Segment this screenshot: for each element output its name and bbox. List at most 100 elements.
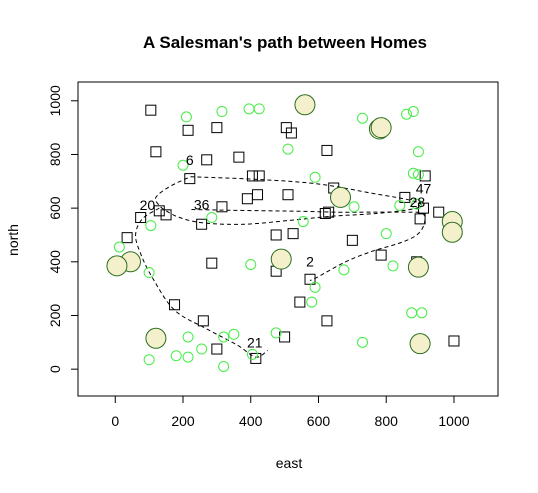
big-circle-point [145, 327, 167, 349]
big-circle-point [294, 94, 316, 116]
green-circle-point [196, 343, 208, 355]
square-point [319, 208, 331, 220]
square-point [285, 127, 297, 139]
path-segment [154, 176, 423, 225]
x-tick-label: 600 [307, 413, 331, 429]
green-circle-point [306, 296, 318, 308]
square-point [184, 173, 196, 185]
green-circle-point [113, 241, 125, 253]
green-circle-point [143, 354, 155, 366]
x-tick-label: 200 [171, 413, 195, 429]
big-circle-point [106, 255, 128, 277]
square-point [414, 213, 426, 225]
green-circle-point [143, 267, 155, 279]
green-circle-point [357, 112, 369, 124]
square-point [201, 154, 213, 166]
square-point [241, 193, 253, 205]
node-label: 6 [186, 152, 194, 168]
node-label: 36 [194, 196, 210, 212]
square-point [270, 229, 282, 241]
square-point [145, 104, 157, 116]
green-circle-point [357, 336, 369, 348]
square-point [448, 335, 460, 347]
x-tick-label: 800 [375, 413, 399, 429]
square-point [211, 122, 223, 134]
green-circle-point [401, 108, 413, 120]
green-circle-point [309, 171, 321, 183]
square-point [160, 209, 172, 221]
x-tick-label: 1000 [438, 413, 469, 429]
path-segment [135, 207, 268, 358]
green-circle-point [411, 198, 423, 210]
square-point [433, 206, 445, 218]
y-tick-label: 400 [47, 250, 63, 274]
green-circle-point [246, 348, 258, 360]
square-point [197, 315, 209, 327]
square-point [211, 343, 223, 355]
square-point [419, 170, 431, 182]
big-circle-point [330, 186, 351, 208]
square-point [169, 299, 181, 311]
square-point [399, 191, 411, 203]
square-point [216, 201, 228, 213]
green-circle-point [309, 281, 321, 293]
y-tick-label: 600 [47, 196, 63, 220]
green-circle-point [145, 220, 157, 232]
big-circle-point [409, 333, 431, 355]
square-point [150, 146, 162, 158]
node-label: 2 [306, 254, 314, 270]
node-label: 21 [247, 335, 263, 351]
green-circle-point [270, 327, 282, 339]
square-markers [121, 104, 460, 364]
square-point [253, 170, 265, 182]
square-point [135, 212, 147, 224]
green-circle-point [180, 111, 192, 123]
square-point [321, 315, 333, 327]
square-point [346, 234, 358, 246]
big-circle-point [407, 256, 429, 278]
green-circle-point [253, 103, 265, 115]
y-tick-label: 800 [47, 143, 63, 167]
square-point [206, 257, 218, 269]
y-tick-label: 1000 [47, 85, 63, 116]
square-point [246, 170, 258, 182]
square-point [153, 205, 165, 217]
green-circle-point [245, 258, 257, 270]
green-circle-point [216, 106, 228, 118]
green-circle-point [228, 328, 240, 340]
green-circle-point [297, 216, 309, 228]
green-circle-point [416, 307, 428, 319]
square-point [323, 206, 335, 218]
green-circle-point [407, 167, 419, 179]
square-point [182, 124, 194, 136]
green-circle-point [412, 169, 424, 181]
green-circle-point [182, 331, 194, 343]
x-tick-label: 400 [239, 413, 263, 429]
green-circle-point [407, 106, 419, 118]
green-circle-point [394, 199, 406, 211]
x-tick-label: 0 [111, 413, 119, 429]
green-circle-markers [113, 103, 455, 372]
green-circle-point [177, 159, 189, 171]
green-circle-point [218, 331, 230, 343]
square-point [321, 144, 333, 156]
big-circle-point [270, 248, 292, 270]
green-circle-point [243, 103, 255, 115]
node-label: 20 [140, 197, 156, 213]
square-point [375, 249, 387, 261]
big-circle-point [370, 117, 392, 139]
y-tick-label: 200 [47, 304, 63, 328]
node-label: 47 [416, 180, 432, 196]
green-circle-point [170, 350, 182, 362]
square-point [196, 218, 208, 230]
square-point [417, 202, 429, 214]
square-point [294, 296, 306, 308]
green-circle-point [282, 143, 294, 155]
green-circle-point [387, 260, 399, 272]
big-circle-markers [106, 94, 463, 355]
square-point [250, 352, 262, 364]
square-point [121, 232, 133, 244]
square-point [282, 189, 294, 201]
